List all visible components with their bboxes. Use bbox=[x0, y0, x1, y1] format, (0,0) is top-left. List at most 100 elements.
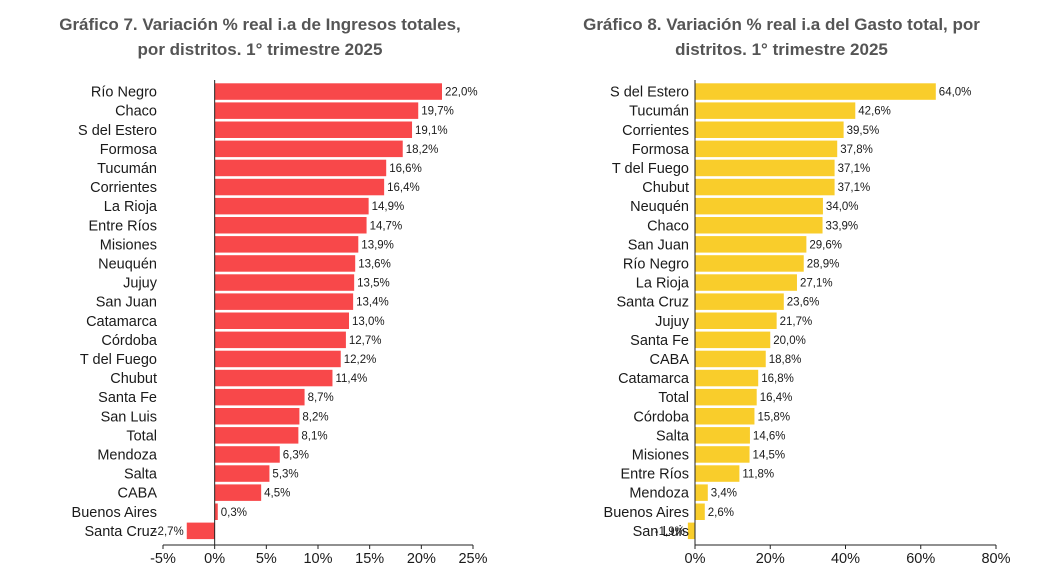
bar bbox=[214, 197, 369, 215]
bar bbox=[695, 446, 750, 463]
data-label: 19,1% bbox=[415, 125, 448, 137]
data-label: 27,1% bbox=[800, 278, 833, 290]
category-label: Jujuy bbox=[655, 314, 690, 330]
bar bbox=[695, 255, 804, 272]
x-tick-label: 10% bbox=[303, 551, 332, 567]
data-label: 8,2% bbox=[302, 411, 328, 423]
chart-title-line-1: Gráfico 7. Variación % real i.a de Ingre… bbox=[59, 15, 461, 34]
data-label: 33,9% bbox=[826, 220, 859, 232]
category-label: Chubut bbox=[110, 371, 157, 387]
category-label: T del Fuego bbox=[80, 352, 157, 368]
category-label: Mendoza bbox=[97, 447, 158, 463]
bar bbox=[214, 388, 305, 406]
bar bbox=[214, 312, 349, 329]
category-label: Formosa bbox=[632, 142, 690, 158]
data-label: 4,5% bbox=[264, 488, 290, 500]
x-tick-label: 60% bbox=[906, 551, 935, 567]
category-label: T del Fuego bbox=[612, 161, 689, 177]
data-label: 2,6% bbox=[708, 507, 734, 519]
category-label: S del Estero bbox=[610, 85, 689, 101]
bar bbox=[214, 503, 218, 520]
bar bbox=[695, 484, 708, 501]
x-tick-label: 20% bbox=[756, 551, 785, 567]
data-label: 16,8% bbox=[761, 373, 794, 385]
data-label: 16,6% bbox=[389, 163, 422, 175]
bar bbox=[695, 350, 766, 368]
bar bbox=[214, 293, 354, 310]
category-label: San Juan bbox=[628, 237, 689, 253]
category-label: Entre Ríos bbox=[621, 467, 690, 483]
bar bbox=[695, 102, 856, 119]
chart-title-line-2: por distritos. 1° trimestre 2025 bbox=[137, 40, 383, 59]
data-label: 21,7% bbox=[780, 316, 813, 328]
category-label: Neuquén bbox=[98, 256, 157, 272]
bar bbox=[214, 83, 442, 100]
bar bbox=[695, 331, 771, 349]
x-tick-label: 40% bbox=[831, 551, 860, 567]
x-tick-label: -5% bbox=[150, 551, 176, 567]
x-tick-label: 15% bbox=[355, 551, 384, 567]
category-label: Total bbox=[658, 390, 689, 406]
data-label: 6,3% bbox=[283, 449, 309, 461]
data-label: 14,6% bbox=[753, 430, 786, 442]
bar bbox=[214, 102, 419, 119]
data-label: 14,5% bbox=[753, 449, 786, 461]
category-label: La Rioja bbox=[104, 199, 158, 215]
data-label: 23,6% bbox=[787, 297, 820, 309]
category-label: Mendoza bbox=[629, 486, 690, 502]
data-label: 13,4% bbox=[356, 297, 389, 309]
category-label: Santa Cruz bbox=[616, 295, 689, 311]
data-label: 13,5% bbox=[357, 278, 390, 290]
data-label: 13,0% bbox=[352, 316, 385, 328]
bar bbox=[214, 255, 356, 272]
bar bbox=[214, 140, 403, 158]
category-label: Córdoba bbox=[101, 333, 158, 349]
category-label: Córdoba bbox=[633, 409, 690, 425]
category-label: Corrientes bbox=[622, 123, 689, 139]
category-label: Misiones bbox=[632, 447, 689, 463]
category-label: Catamarca bbox=[618, 371, 690, 387]
category-label: Tucumán bbox=[97, 161, 157, 177]
bar bbox=[695, 293, 784, 310]
chart-title: Gráfico 7. Variación % real i.a de Ingre… bbox=[0, 12, 520, 62]
category-label: Neuquén bbox=[630, 199, 689, 215]
data-label: 8,1% bbox=[301, 430, 327, 442]
bar bbox=[214, 369, 333, 387]
category-label: CABA bbox=[650, 352, 690, 368]
bar bbox=[695, 427, 750, 444]
category-label: Chubut bbox=[642, 180, 689, 196]
data-label: 64,0% bbox=[939, 87, 972, 99]
bar bbox=[214, 465, 270, 482]
data-label: 22,0% bbox=[445, 87, 478, 99]
bar bbox=[695, 178, 835, 196]
bar bbox=[214, 446, 280, 463]
bar bbox=[214, 331, 346, 349]
bar bbox=[214, 217, 367, 234]
bar bbox=[214, 178, 385, 196]
category-label: Misiones bbox=[100, 237, 157, 253]
category-label: Santa Fe bbox=[98, 390, 157, 406]
data-label: 11,4% bbox=[335, 373, 367, 385]
bar bbox=[214, 236, 359, 253]
x-tick-label: 0% bbox=[685, 551, 706, 567]
data-label: 0,3% bbox=[221, 507, 247, 519]
category-label: CABA bbox=[118, 486, 158, 502]
bar bbox=[695, 369, 759, 387]
data-label: 18,8% bbox=[769, 354, 802, 366]
data-label: 18,2% bbox=[406, 144, 439, 156]
bar bbox=[695, 197, 823, 215]
data-label: 42,6% bbox=[858, 106, 891, 118]
data-label: 13,6% bbox=[358, 258, 391, 270]
category-label: Río Negro bbox=[623, 256, 689, 272]
bar bbox=[695, 408, 755, 425]
data-label: 5,3% bbox=[272, 469, 298, 481]
chart-title-line-1: Gráfico 8. Variación % real i.a del Gast… bbox=[583, 15, 980, 34]
data-label: 28,9% bbox=[807, 258, 840, 270]
category-label: Buenos Aires bbox=[604, 505, 689, 521]
bar bbox=[695, 83, 936, 100]
x-tick-label: 80% bbox=[981, 551, 1010, 567]
category-label: Buenos Aires bbox=[72, 505, 157, 521]
category-label: Total bbox=[126, 428, 157, 444]
data-label: 29,6% bbox=[809, 239, 842, 251]
x-tick-label: 20% bbox=[407, 551, 436, 567]
